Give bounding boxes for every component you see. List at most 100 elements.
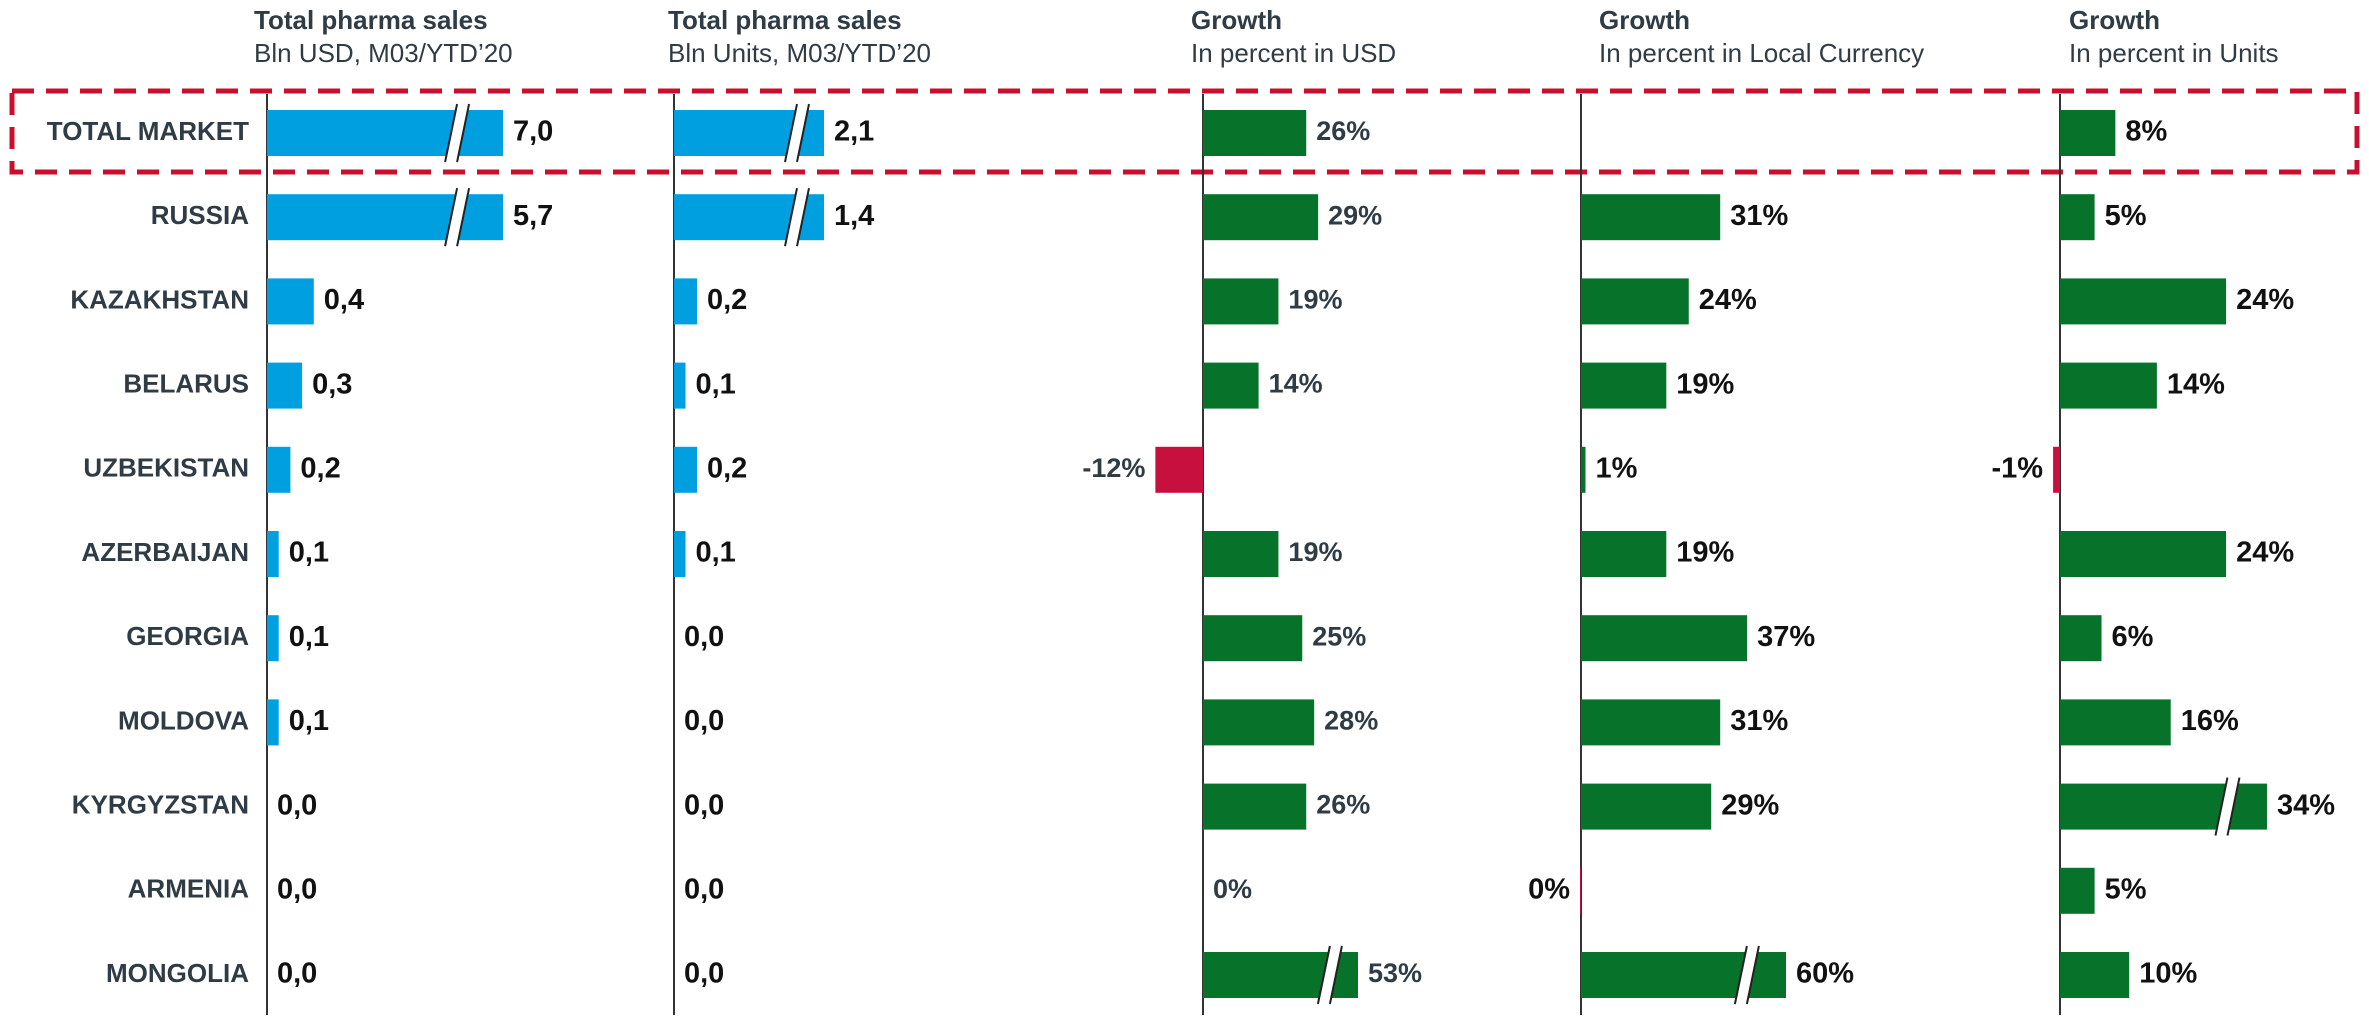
bar — [1203, 278, 1279, 325]
panel-title: Growth — [2069, 5, 2160, 35]
bar — [1203, 362, 1259, 409]
axis-break-line — [1316, 945, 1331, 1005]
bar — [267, 278, 314, 325]
value-label: 29% — [1721, 789, 1779, 821]
bar — [1581, 615, 1748, 662]
value-label: 0,0 — [684, 621, 724, 653]
value-label: 19% — [1288, 537, 1342, 567]
value-label: 0,0 — [277, 873, 317, 905]
bar — [2060, 867, 2095, 914]
value-label: 0,2 — [707, 284, 747, 316]
value-label: 60% — [1796, 958, 1854, 990]
axis-break-line — [784, 187, 798, 247]
axis-break-line — [796, 103, 810, 163]
value-label: 0,2 — [707, 452, 747, 484]
bar — [674, 362, 686, 409]
axis-break-line — [2226, 777, 2241, 836]
value-label: 6% — [2112, 621, 2154, 653]
value-label: 14% — [1269, 369, 1323, 399]
value-label: 31% — [1730, 705, 1788, 737]
bar — [1155, 446, 1203, 493]
axis-break-line — [1328, 945, 1343, 1005]
bar — [2053, 446, 2060, 493]
bar — [674, 446, 697, 493]
value-label: 29% — [1328, 200, 1382, 230]
bar — [1203, 194, 1319, 241]
axis-break-line — [456, 187, 471, 247]
value-label: 53% — [1368, 958, 1422, 988]
category-label: KAZAKHSTAN — [70, 284, 249, 314]
bar — [1581, 362, 1667, 409]
value-label: -1% — [1992, 452, 2044, 484]
axis-break-line — [456, 103, 471, 163]
value-label: 0,1 — [696, 368, 736, 400]
category-label: AZERBAIJAN — [81, 537, 249, 567]
value-label: 26% — [1316, 116, 1370, 146]
value-label: 0,0 — [684, 873, 724, 905]
bar — [1581, 278, 1689, 325]
category-label: UZBEKISTAN — [83, 453, 249, 483]
axis-break — [2215, 777, 2240, 836]
bar — [267, 110, 503, 156]
category-label: TOTAL MARKET — [47, 116, 249, 146]
value-label: 24% — [2236, 284, 2294, 316]
bar — [2060, 952, 2130, 998]
bar — [2060, 278, 2227, 325]
value-label: 5,7 — [513, 200, 553, 232]
value-label: 28% — [1324, 706, 1378, 736]
value-label: 5% — [2105, 200, 2147, 232]
axis-break-line — [1745, 945, 1760, 1005]
highlight-box — [9, 88, 2360, 175]
bar — [267, 531, 279, 577]
axis-break-line — [784, 103, 798, 163]
category-label: MONGOLIA — [106, 958, 249, 988]
panel-title: Total pharma sales — [668, 5, 902, 35]
axis-break — [785, 188, 809, 247]
bar — [1203, 783, 1307, 830]
category-label: RUSSIA — [151, 200, 249, 230]
bar — [2060, 110, 2116, 156]
bar — [1203, 531, 1279, 577]
bar — [1581, 531, 1667, 577]
value-label: 19% — [1676, 537, 1734, 569]
value-label: 2,1 — [834, 116, 874, 148]
value-label: 0,0 — [684, 958, 724, 990]
value-label: 19% — [1288, 285, 1342, 315]
bar — [267, 194, 503, 241]
value-label: 24% — [1699, 284, 1757, 316]
category-label: GEORGIA — [126, 621, 249, 651]
bar — [1203, 615, 1303, 662]
value-label: 0,4 — [324, 284, 364, 316]
bar — [2060, 615, 2102, 662]
bar — [1580, 867, 1581, 914]
value-label: 5% — [2105, 873, 2147, 905]
value-label: 37% — [1757, 621, 1815, 653]
bar — [267, 446, 291, 493]
value-label: 0% — [1528, 873, 1570, 905]
axis-break-line — [796, 187, 810, 247]
value-label: 0,1 — [289, 705, 329, 737]
axis-break — [445, 188, 470, 247]
value-label: 19% — [1676, 368, 1734, 400]
axis-break-line — [1733, 945, 1748, 1005]
panel-subtitle: In percent in Units — [2069, 38, 2279, 68]
axis-break — [1317, 946, 1342, 1004]
value-label: 31% — [1730, 200, 1788, 232]
value-label: 1,4 — [834, 200, 874, 232]
axis-break — [785, 104, 809, 162]
value-label: 25% — [1312, 621, 1366, 651]
panel-subtitle: Bln Units, M03/YTD’20 — [668, 38, 931, 68]
bar — [2060, 699, 2171, 746]
bar — [1581, 446, 1586, 493]
value-label: 0,0 — [684, 789, 724, 821]
bar — [2060, 362, 2157, 409]
bar — [674, 278, 697, 325]
value-label: 16% — [2181, 705, 2239, 737]
value-label: 26% — [1316, 790, 1370, 820]
value-label: 0,1 — [696, 537, 736, 569]
panel-title: Growth — [1191, 5, 1282, 35]
panel-title: Growth — [1599, 5, 1690, 35]
value-label: -12% — [1082, 453, 1145, 483]
axis-break — [1734, 946, 1759, 1004]
